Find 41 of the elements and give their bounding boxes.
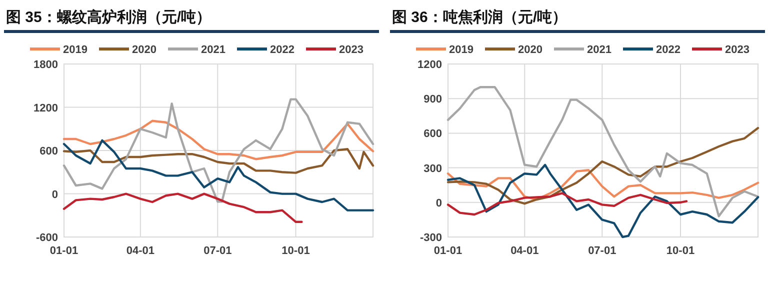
y-tick-label: 0	[52, 188, 58, 201]
legend-label: 2020	[518, 44, 542, 56]
legend-label: 2019	[63, 44, 88, 56]
y-tick-label: 1200	[418, 59, 442, 71]
y-tick-label: -300	[420, 232, 442, 244]
y-tick-label: 600	[40, 146, 58, 158]
x-tick-label: 10-01	[282, 245, 310, 257]
x-tick-label: 07-01	[588, 245, 616, 257]
line-series	[446, 164, 760, 238]
chart-title: 图 36：吨焦利润（元/吨）	[392, 8, 568, 26]
line-series	[62, 148, 374, 174]
y-tick-label: 300	[424, 162, 442, 175]
legend-label: 2023	[339, 44, 364, 56]
y-tick-label: 1800	[34, 59, 58, 71]
x-tick-label: 07-01	[204, 245, 232, 257]
legend-label: 2022	[656, 44, 680, 56]
x-tick-label: 01-01	[434, 245, 462, 257]
legend-label: 2023	[725, 44, 750, 56]
legend-label: 2020	[132, 44, 156, 56]
x-tick-label: 04-01	[126, 245, 154, 257]
chart-title: 图 35：螺纹高炉利润（元/吨）	[6, 8, 212, 26]
x-tick-label: 10-01	[666, 245, 695, 257]
line-series	[62, 192, 303, 223]
legend-label: 2019	[449, 44, 474, 56]
line-series	[446, 126, 760, 205]
y-tick-label: 0	[436, 197, 442, 210]
x-tick-label: 01-01	[50, 245, 78, 257]
legend-label: 2022	[270, 44, 294, 56]
line-series	[62, 98, 374, 203]
y-tick-label: 900	[424, 94, 442, 106]
y-tick-label: -600	[36, 232, 58, 244]
line-series	[62, 139, 374, 212]
y-tick-label: 1200	[34, 102, 58, 114]
line-series	[446, 169, 760, 201]
y-tick-label: 600	[424, 128, 442, 140]
line-series	[446, 86, 760, 218]
legend-label: 2021	[201, 44, 226, 56]
x-tick-label: 04-01	[510, 245, 539, 257]
line-series	[446, 192, 688, 216]
line-series	[62, 120, 374, 160]
legend-label: 2021	[587, 44, 612, 56]
